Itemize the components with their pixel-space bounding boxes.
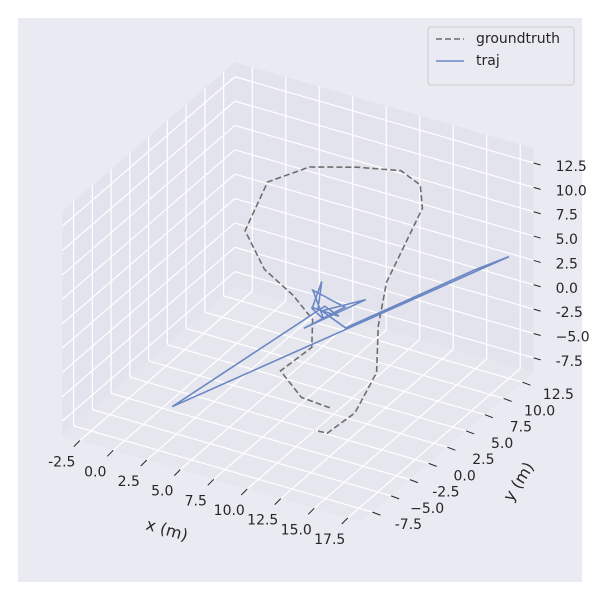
grid-line <box>61 246 236 398</box>
tick-label: 12.5 <box>247 513 278 529</box>
tick-label: 7.5 <box>556 208 578 224</box>
grid-line <box>234 197 534 286</box>
grid-line <box>234 271 534 359</box>
tick-label: 12.5 <box>543 387 574 403</box>
grid-line <box>234 173 534 262</box>
tick-mark <box>503 397 512 402</box>
tick-label: 10.0 <box>556 183 587 199</box>
tick-mark <box>409 479 419 484</box>
tick-label: 5.0 <box>556 232 578 248</box>
legend-label: traj <box>476 53 500 69</box>
grid-line <box>234 76 534 164</box>
tick-mark <box>533 284 541 288</box>
grid-line <box>61 271 236 422</box>
tick-label: 0.0 <box>556 281 578 297</box>
tick-label: 12.5 <box>556 159 587 175</box>
grid-line <box>61 198 236 349</box>
grid-line <box>61 76 236 227</box>
tick-label: -2.5 <box>556 305 583 321</box>
tick-mark <box>307 507 315 515</box>
tick-mark <box>533 259 541 263</box>
tick-mark <box>484 414 494 419</box>
tick-label: -2.5 <box>48 455 75 471</box>
grid-line <box>61 173 236 325</box>
tick-mark <box>341 517 349 525</box>
series-line <box>171 255 510 408</box>
grid-line <box>61 222 236 373</box>
tick-mark <box>465 430 475 435</box>
grid-line <box>234 222 534 310</box>
grid-line <box>61 149 236 300</box>
tick-mark <box>274 498 282 506</box>
grid-line <box>73 425 373 513</box>
tick-label: -2.5 <box>432 485 459 501</box>
tick-mark <box>533 211 541 215</box>
tick-mark <box>533 235 541 239</box>
legend-frame <box>427 26 575 86</box>
tick-label: 7.5 <box>185 493 207 509</box>
tick-mark <box>390 495 400 500</box>
series-line <box>244 166 424 434</box>
tick-label: -7.5 <box>395 517 422 533</box>
tick-label: 17.5 <box>314 532 345 548</box>
tick-label: 0.0 <box>84 464 106 480</box>
tick-label: 10.0 <box>214 503 245 519</box>
tick-label: 5.0 <box>491 436 513 452</box>
tick-mark <box>533 308 541 312</box>
tick-mark <box>240 488 248 496</box>
legend: groundtruth traj <box>427 26 575 86</box>
grid-line <box>129 376 429 464</box>
grid-line <box>92 409 392 497</box>
tick-label: 2.5 <box>556 256 578 272</box>
grid-line <box>61 100 236 251</box>
grid-line <box>167 344 467 432</box>
tick-mark <box>106 449 114 457</box>
tick-mark <box>533 186 541 190</box>
tick-mark <box>522 381 531 386</box>
tick-label: 7.5 <box>510 420 532 436</box>
tick-label: 2.5 <box>118 474 140 490</box>
tick-mark <box>140 459 148 467</box>
legend-label: groundtruth <box>476 31 560 47</box>
grid-line <box>110 392 411 481</box>
tick-label: 10.0 <box>524 403 555 419</box>
tick-mark <box>533 333 541 336</box>
tick-label: −5.0 <box>410 501 444 517</box>
tick-label: -7.5 <box>556 354 583 370</box>
tick-label: 0.0 <box>454 468 476 484</box>
tick-mark <box>533 357 541 361</box>
grid-line <box>61 125 236 276</box>
grid-line <box>148 360 448 448</box>
grid-line <box>234 149 534 237</box>
grid-line <box>185 327 486 416</box>
grid-line <box>204 311 504 400</box>
tick-label: 5.0 <box>151 484 173 500</box>
tick-label: 2.5 <box>472 452 494 468</box>
tick-mark <box>372 511 381 516</box>
tick-label: −5.0 <box>556 330 590 346</box>
tick-mark <box>207 478 215 486</box>
tick-mark <box>173 469 181 476</box>
grid-line <box>223 295 523 383</box>
tick-mark <box>533 162 541 166</box>
tick-mark <box>428 462 437 467</box>
tick-label: 15.0 <box>281 522 312 538</box>
tick-mark <box>73 440 81 447</box>
grid-line <box>234 100 534 188</box>
tick-mark <box>447 446 456 451</box>
